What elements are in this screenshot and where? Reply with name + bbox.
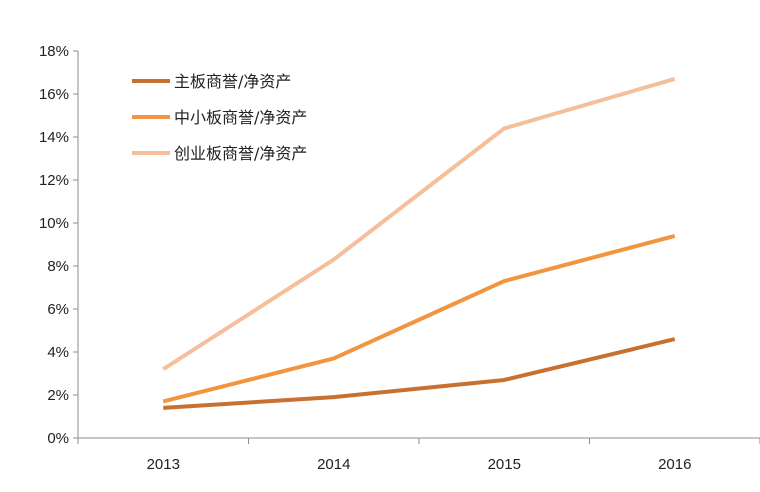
y-tick-label: 6% — [47, 301, 69, 318]
y-tick-label: 10% — [39, 215, 69, 232]
y-tick-label: 8% — [47, 258, 69, 275]
x-tick-label: 2015 — [488, 456, 521, 473]
x-axis-ticks: 2013 2014 2015 2016 — [77, 438, 760, 473]
x-tick-label: 2016 — [658, 456, 691, 473]
legend-label-3: 创业板商誉/净资产 — [174, 144, 307, 163]
y-tick-label: 12% — [39, 172, 69, 189]
legend-label-1: 主板商誉/净资产 — [174, 72, 291, 91]
legend-label-2: 中小板商誉/净资产 — [174, 108, 307, 127]
y-tick-label: 0% — [47, 430, 69, 447]
y-tick-label: 16% — [39, 86, 69, 103]
y-axis-ticks: 0% 2% 4% 6% 8% 10% 12% 14% 16% 18% — [39, 43, 78, 447]
x-tick-label: 2014 — [317, 456, 350, 473]
series-line-2 — [162, 233, 676, 404]
x-tick-label: 2013 — [147, 456, 180, 473]
y-tick-label: 14% — [39, 129, 69, 146]
series-lines — [162, 77, 676, 410]
y-tick-label: 18% — [39, 43, 69, 60]
y-tick-label: 2% — [47, 387, 69, 404]
series-line-1 — [163, 337, 676, 410]
series-line-3 — [162, 77, 676, 371]
y-tick-label: 4% — [47, 344, 69, 361]
